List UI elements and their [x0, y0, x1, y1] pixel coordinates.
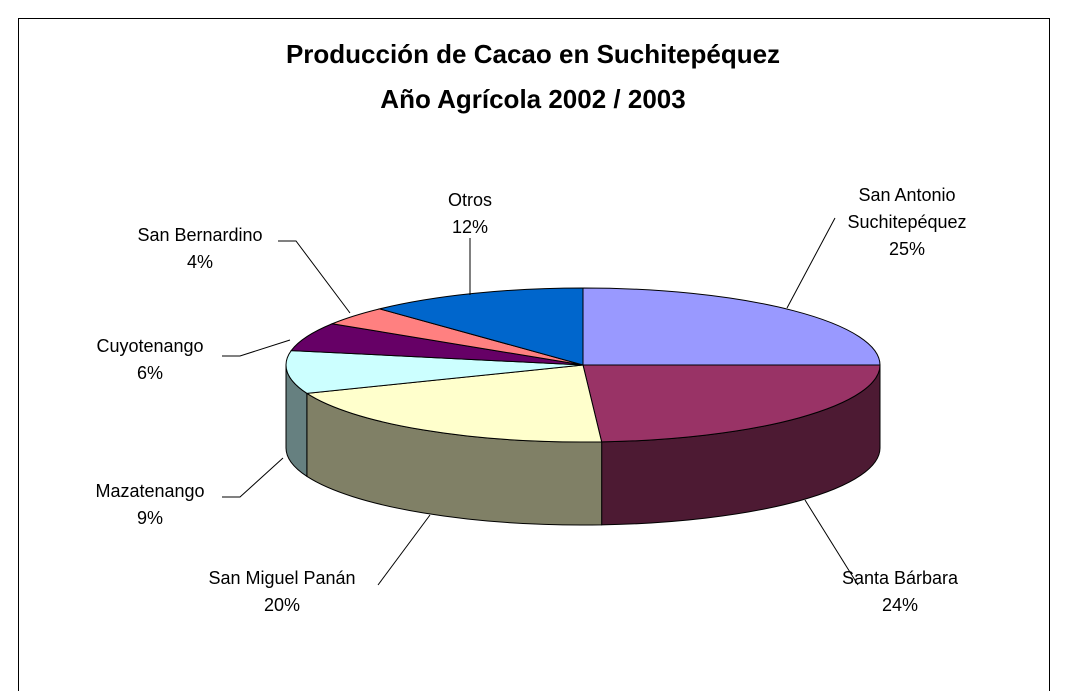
slice-name: San Antonio Suchitepéquez — [847, 185, 967, 232]
slice — [377, 287, 584, 366]
slice-percent: 6% — [136, 363, 163, 383]
slice-name: Otros — [447, 190, 492, 210]
slice-name: Cuyotenango — [96, 336, 204, 356]
slice-name: Santa Bárbara — [841, 568, 959, 588]
slice — [285, 350, 584, 394]
leader-line — [222, 339, 291, 357]
slice-label: San Antonio Suchitepéquez 25% — [817, 182, 997, 263]
slice-percent: 24% — [881, 595, 919, 615]
slice-label: Mazatenango 9% — [50, 478, 250, 532]
slice-name: Mazatenango — [95, 481, 205, 501]
leader-line — [278, 240, 351, 314]
leader-line — [222, 457, 284, 498]
slice-percent: 4% — [186, 252, 213, 272]
leader-line — [804, 499, 859, 586]
slice-label: San Miguel Panán 20% — [172, 565, 392, 619]
slice-name: San Bernardino — [137, 225, 263, 245]
slice-label: Santa Bárbara 24% — [800, 565, 1000, 619]
chart-title: Producción de Cacao en Suchitepéquez — [286, 39, 780, 69]
slice-percent: 12% — [451, 217, 489, 237]
slice — [582, 364, 881, 443]
slice-name: San Miguel Panán — [208, 568, 356, 588]
slice — [305, 364, 603, 443]
slice-percent: 9% — [136, 508, 163, 528]
slice — [582, 287, 881, 366]
slice-percent: 25% — [888, 239, 926, 259]
leader-line — [377, 514, 431, 586]
slice-percent: 20% — [263, 595, 301, 615]
slice-label: San Bernardino 4% — [100, 222, 300, 276]
leader-line — [786, 217, 836, 309]
slice-label: Otros 12% — [410, 187, 530, 241]
slice-label: Cuyotenango 6% — [50, 333, 250, 387]
chart-subtitle: Año Agrícola 2002 / 2003 — [380, 84, 685, 114]
